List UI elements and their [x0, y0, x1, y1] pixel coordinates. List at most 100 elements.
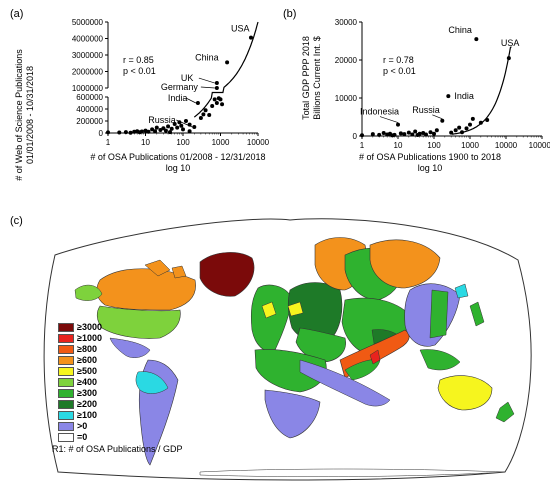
map-legend: ≥3000 ≥1000 ≥800 ≥600 ≥500 ≥400 ≥300 ≥200 ≥100 >0… — [58, 322, 102, 443]
legend-label: ≥1000 — [77, 333, 102, 343]
chart-b-leader-line — [432, 114, 443, 120]
chart-a-point — [218, 97, 223, 102]
map-region-usa — [96, 305, 181, 339]
chart-a-point — [146, 129, 151, 134]
chart-b-point — [370, 132, 375, 137]
legend-swatch — [58, 356, 74, 365]
chart-a-point — [172, 122, 177, 126]
chart-b-point — [457, 125, 462, 130]
chart-b-point — [377, 132, 382, 137]
legend-item: ≥1000 — [58, 333, 102, 344]
map-frame — [43, 218, 532, 481]
legend-item: ≥400 — [58, 377, 102, 388]
chart-a-leader-line — [185, 97, 197, 104]
legend-swatch — [58, 433, 74, 442]
map-region-africa-south — [264, 389, 321, 439]
chart-a-point — [214, 81, 219, 86]
chart-b-point — [390, 133, 395, 138]
chart-a-point — [198, 116, 203, 120]
chart-a: # of Web of Science Publications 01/01/2… — [14, 18, 270, 181]
chart-a-point — [167, 130, 172, 135]
legend-item: ≥800 — [58, 344, 102, 355]
chart-b-ylabel-line1: Total GDP PPP 2018 — [301, 36, 311, 120]
chart-a-point — [225, 60, 230, 65]
map-region-russia — [369, 239, 441, 289]
chart-b-point — [468, 122, 472, 127]
legend-label: =0 — [77, 432, 88, 442]
legend-label: ≥3000 — [77, 322, 102, 332]
chart-b-point — [424, 132, 429, 137]
legend-label: ≥100 — [77, 410, 97, 420]
map-region-bangladesh — [369, 349, 381, 365]
legend-swatch — [58, 378, 74, 387]
chart-a-ytick-label: 0 — [99, 129, 104, 138]
chart-a-point — [169, 126, 174, 131]
chart-a-ytick-label: 5000000 — [72, 18, 104, 27]
chart-b-point — [406, 130, 411, 135]
chart-b-point-label: USA — [501, 38, 520, 48]
chart-b-point — [470, 116, 475, 121]
chart-a-point-label: Germany — [161, 82, 199, 92]
legend-item: ≥600 — [58, 355, 102, 366]
map-region-alaska — [74, 284, 103, 301]
chart-b-stat-r: r = 0.78 — [383, 55, 414, 65]
chart-a-point — [195, 101, 200, 105]
chart-b-xlabel-line1: # of OSA Publications 1900 to 2018 — [359, 152, 501, 162]
chart-a-point — [175, 125, 180, 130]
chart-a-point — [158, 128, 163, 132]
chart-a-point — [181, 127, 185, 132]
chart-a-point — [117, 130, 122, 135]
chart-a-xtick-label: 1 — [106, 138, 111, 147]
legend-item: >0 — [58, 421, 102, 432]
chart-a-point — [179, 123, 184, 128]
chart-b-point-label: India — [454, 91, 474, 101]
chart-b-point — [440, 118, 445, 123]
chart-a-point — [150, 127, 155, 132]
map-region-australia — [437, 375, 493, 411]
panel-label-a: (a) — [10, 8, 24, 20]
chart-a-ytick-label: 400000 — [76, 105, 103, 114]
chart-a-ytick-label: 2000000 — [72, 68, 104, 77]
chart-b-ytick-label: 0 — [353, 132, 358, 141]
chart-b-point — [415, 133, 420, 138]
chart-a-point — [214, 101, 219, 105]
chart-a-point — [153, 129, 158, 134]
chart-b-xlabel-line2: log 10 — [418, 163, 443, 173]
chart-b-point-label: China — [448, 25, 472, 35]
chart-b-point — [413, 129, 418, 134]
chart-a-point — [139, 129, 144, 134]
chart-a-point-label: India — [168, 93, 188, 103]
chart-a-point — [128, 130, 133, 135]
chart-a-point — [166, 124, 171, 129]
legend-label: ≥800 — [77, 344, 97, 354]
legend-item: ≥500 — [58, 366, 102, 377]
chart-b-point — [381, 130, 386, 135]
chart-a-point — [154, 125, 159, 130]
chart-b-point — [398, 131, 403, 136]
chart-b-point — [428, 130, 433, 135]
chart-a-stat-r: r = 0.85 — [123, 55, 154, 65]
chart-a-xlabel-line1: # of OSA Publications 01/2008 - 12/31/20… — [90, 152, 265, 162]
chart-b-point — [434, 128, 439, 133]
map-region-antarctica — [199, 468, 506, 477]
legend-label: ≥600 — [77, 355, 97, 365]
map-region-korea — [454, 283, 469, 299]
chart-a-point — [248, 35, 253, 40]
chart-a-xlabel-line2: log 10 — [166, 163, 191, 173]
chart-b-point-label: Indonesia — [360, 107, 399, 117]
chart-b-xtick-label: 100 — [427, 141, 441, 150]
chart-a-point — [192, 125, 197, 129]
chart-b-point — [432, 131, 436, 136]
legend-item: =0 — [58, 432, 102, 443]
legend-label: ≥500 — [77, 366, 97, 376]
chart-a-xtick-label: 10 — [141, 138, 150, 147]
legend-swatch — [58, 411, 74, 420]
map-region-china-strip — [429, 289, 449, 339]
chart-b-point — [402, 132, 407, 137]
map-region-uk — [261, 301, 277, 319]
map-region-arctic-islands — [144, 259, 187, 279]
map-region-sahel-band — [299, 359, 391, 407]
legend-swatch — [58, 389, 74, 398]
chart-b-ytick-label: 30000 — [335, 18, 358, 27]
legend-item: ≥3000 — [58, 322, 102, 333]
